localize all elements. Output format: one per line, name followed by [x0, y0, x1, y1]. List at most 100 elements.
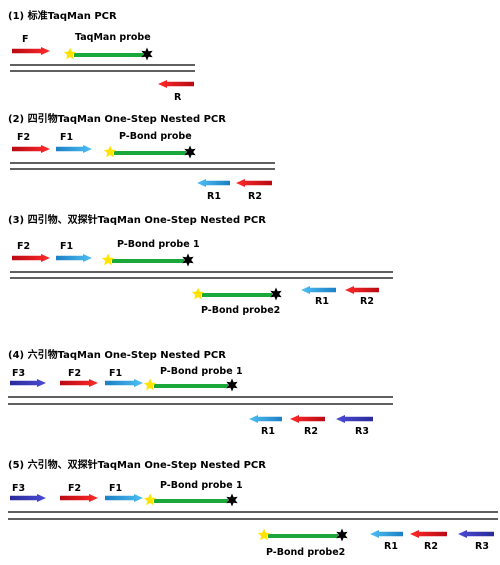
panel-3-title: (3) 四引物、双探针TaqMan One-Step Nested PCR	[8, 213, 266, 226]
reporter-star-icon	[63, 47, 77, 60]
arrow-shape	[12, 47, 50, 55]
panel-5: (5) 六引物、双探针TaqMan One-Step Nested PCR F3…	[8, 458, 498, 558]
p-bond-probe-label: P-Bond probe	[119, 131, 192, 142]
probe-sequence	[268, 534, 338, 538]
primer-r-arrow	[158, 80, 194, 88]
arrow-shape	[370, 530, 403, 538]
primer-f2-label: F2	[68, 483, 81, 494]
panel-2-title: (2) 四引物TaqMan One-Step Nested PCR	[8, 112, 226, 125]
panel-5-title: (5) 六引物、双探针TaqMan One-Step Nested PCR	[8, 458, 266, 471]
primer-f2-arrow	[60, 494, 98, 502]
panel-2: (2) 四引物TaqMan One-Step Nested PCR F2 F1 …	[8, 112, 275, 202]
primer-r2-label: R2	[360, 296, 374, 307]
arrow-shape	[105, 379, 143, 387]
primer-f1-label: F1	[109, 368, 122, 379]
arrow-shape	[56, 254, 92, 262]
reporter-star-icon	[103, 145, 117, 158]
quencher-star-icon	[336, 528, 348, 542]
quencher-star-icon	[141, 47, 153, 61]
arrow-shape	[10, 379, 46, 387]
primer-f1-arrow	[105, 494, 143, 502]
p-bond-probe-1-label: P-Bond probe 1	[117, 239, 200, 250]
p-bond-probe-2	[257, 528, 348, 542]
primer-f3-label: F3	[12, 368, 25, 379]
arrow-shape	[10, 494, 46, 502]
primer-f3-arrow	[10, 379, 46, 387]
p-bond-probe-1-label: P-Bond probe 1	[160, 480, 243, 491]
arrow-shape	[301, 286, 336, 294]
reporter-star-icon	[191, 287, 205, 300]
primer-r1-label: R1	[207, 191, 221, 202]
panel-4: (4) 六引物TaqMan One-Step Nested PCR F3 F2 …	[8, 348, 393, 437]
primer-f-label: F	[22, 34, 29, 45]
probe-sequence	[202, 293, 272, 297]
arrow-shape	[249, 415, 282, 423]
primer-r1-label: R1	[315, 296, 329, 307]
primer-r1-arrow	[249, 415, 282, 423]
primer-f2-arrow	[12, 145, 50, 153]
primer-r2-arrow	[236, 179, 272, 187]
arrow-shape	[236, 179, 272, 187]
primer-f-arrow	[12, 47, 50, 55]
arrow-shape	[336, 415, 373, 423]
p-bond-probe-1-label: P-Bond probe 1	[160, 366, 243, 377]
arrow-shape	[197, 179, 230, 187]
p-bond-probe-2	[191, 287, 282, 301]
probe-sequence	[114, 151, 186, 155]
primer-r1-label: R1	[384, 541, 398, 552]
p-bond-probe-2-label: P-Bond probe2	[266, 547, 345, 558]
arrow-shape	[345, 286, 379, 294]
primer-r-label: R	[174, 92, 182, 103]
primer-r1-arrow	[301, 286, 336, 294]
arrow-shape	[60, 494, 98, 502]
panel-3: (3) 四引物、双探针TaqMan One-Step Nested PCR F2…	[8, 213, 393, 316]
primer-r1-arrow	[370, 530, 403, 538]
primer-f2-arrow	[60, 379, 98, 387]
arrow-shape	[290, 415, 325, 423]
primer-r2-label: R2	[304, 426, 318, 437]
taqman-probe	[63, 47, 153, 61]
p-bond-probe	[103, 145, 196, 159]
reporter-star-icon	[257, 528, 271, 541]
p-bond-probe-1	[143, 493, 238, 507]
arrow-shape	[60, 379, 98, 387]
probe-sequence	[74, 53, 143, 57]
primer-f1-arrow	[56, 254, 92, 262]
primer-f1-arrow	[105, 379, 143, 387]
primer-f3-arrow	[10, 494, 46, 502]
primer-f1-label: F1	[109, 483, 122, 494]
primer-f1-label: F1	[60, 241, 73, 252]
panel-1: (1) 标准TaqMan PCR F TaqMan probe R	[8, 9, 195, 103]
probe-sequence	[154, 499, 228, 503]
reporter-star-icon	[143, 378, 157, 391]
arrow-shape	[12, 145, 50, 153]
primer-r1-label: R1	[261, 426, 275, 437]
primer-f2-label: F2	[17, 241, 30, 252]
quencher-star-icon	[226, 378, 238, 392]
panel-1-title: (1) 标准TaqMan PCR	[8, 9, 117, 22]
primer-r2-arrow	[290, 415, 325, 423]
probe-sequence	[154, 384, 228, 388]
primer-f3-label: F3	[12, 483, 25, 494]
primer-r2-arrow	[345, 286, 379, 294]
primer-r3-label: R3	[355, 426, 369, 437]
quencher-star-icon	[226, 493, 238, 507]
p-bond-probe-2-label: P-Bond probe2	[201, 305, 280, 316]
taqman-probe-label: TaqMan probe	[75, 32, 151, 43]
arrow-shape	[12, 254, 50, 262]
arrow-shape	[410, 530, 447, 538]
primer-r3-arrow	[336, 415, 373, 423]
quencher-star-icon	[184, 145, 196, 159]
primer-f2-label: F2	[17, 132, 30, 143]
arrow-shape	[158, 80, 194, 88]
primer-r3-arrow	[458, 530, 494, 538]
p-bond-probe-1	[143, 378, 238, 392]
quencher-star-icon	[182, 253, 194, 267]
p-bond-probe-1	[101, 253, 194, 267]
primer-r1-arrow	[197, 179, 230, 187]
probe-sequence	[112, 259, 184, 263]
primer-f1-label: F1	[60, 132, 73, 143]
primer-r2-label: R2	[424, 541, 438, 552]
